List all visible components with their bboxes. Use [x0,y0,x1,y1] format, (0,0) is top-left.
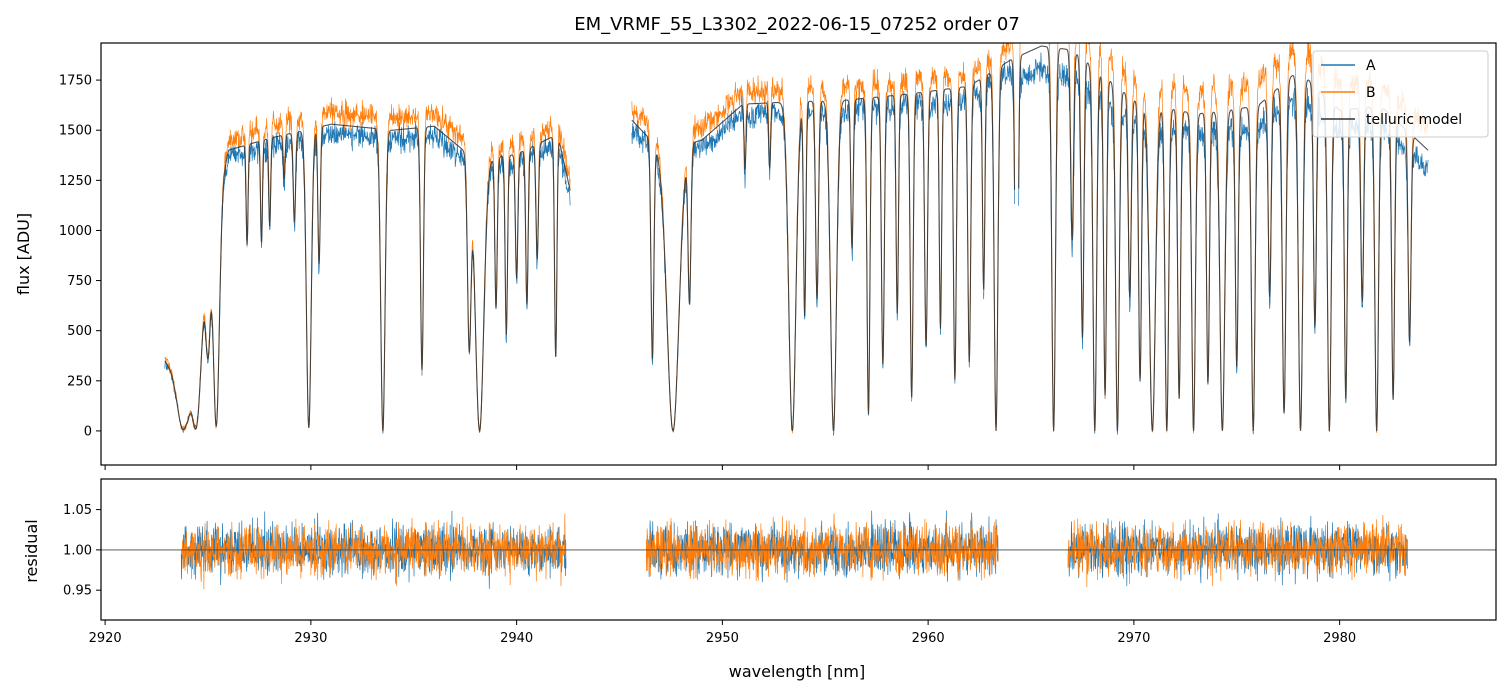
telluric-model-line [1018,45,1429,432]
spectrum-panel: EM_VRMF_55_L3302_2022-06-15_07252 order … [14,14,1497,470]
residual-y-ticks: 0.95 1.00 1.05 [63,503,101,599]
y-tick-label: 1.05 [63,503,92,518]
spectrum-axes-frame [100,42,1497,466]
y-tick-label: 750 [67,274,92,289]
residual-y-label: residual [22,519,41,582]
residual-series-b-line [645,513,999,581]
legend-label-b: B [1366,85,1376,101]
legend: A B telluric model [1312,50,1489,138]
y-tick-label: 1250 [59,174,92,189]
residual-panel: 0.95 1.00 1.05 2920 2930 2940 2950 2960 2970 298… [22,478,1497,681]
y-tick-label: 0 [84,424,92,439]
y-tick-label: 0.95 [63,584,92,599]
residual-plot-area [101,510,1496,590]
spectrum-x-ticks [104,465,1341,470]
y-tick-label: 500 [67,324,92,339]
x-tick-label: 2950 [706,631,739,646]
x-axis-label: wavelength [nm] [729,662,866,681]
chart-title: EM_VRMF_55_L3302_2022-06-15_07252 order … [574,14,1020,35]
series-b-line [164,97,571,434]
residual-series-b-line [180,513,567,590]
y-tick-label: 1000 [59,224,92,239]
x-tick-label: 2920 [89,631,122,646]
x-tick-label: 2970 [1117,631,1150,646]
residual-x-ticks: 2920 2930 2940 2950 2960 2970 2980 [89,620,1356,646]
x-tick-label: 2980 [1323,631,1356,646]
spectrum-plot-area [164,43,1429,436]
legend-box [1312,50,1489,138]
series-a-line [631,59,1015,436]
series-b-line [631,43,1015,434]
series-a-line [164,120,571,434]
y-tick-label: 1750 [59,74,92,89]
y-tick-label: 250 [67,374,92,389]
legend-label-a: A [1366,58,1376,74]
legend-label-telluric: telluric model [1366,112,1462,128]
spectrum-y-label: flux [ADU] [14,213,33,295]
residual-series-a-line [1067,513,1408,587]
x-tick-label: 2940 [500,631,533,646]
x-tick-label: 2930 [294,631,327,646]
telluric-model-line [164,123,571,433]
x-tick-label: 2960 [912,631,945,646]
y-tick-label: 1500 [59,124,92,139]
y-tick-label: 1.00 [63,543,92,558]
telluric-model-line [631,59,1016,432]
spectrum-y-ticks: 0 250 500 750 1000 1250 1500 1750 [59,74,101,439]
